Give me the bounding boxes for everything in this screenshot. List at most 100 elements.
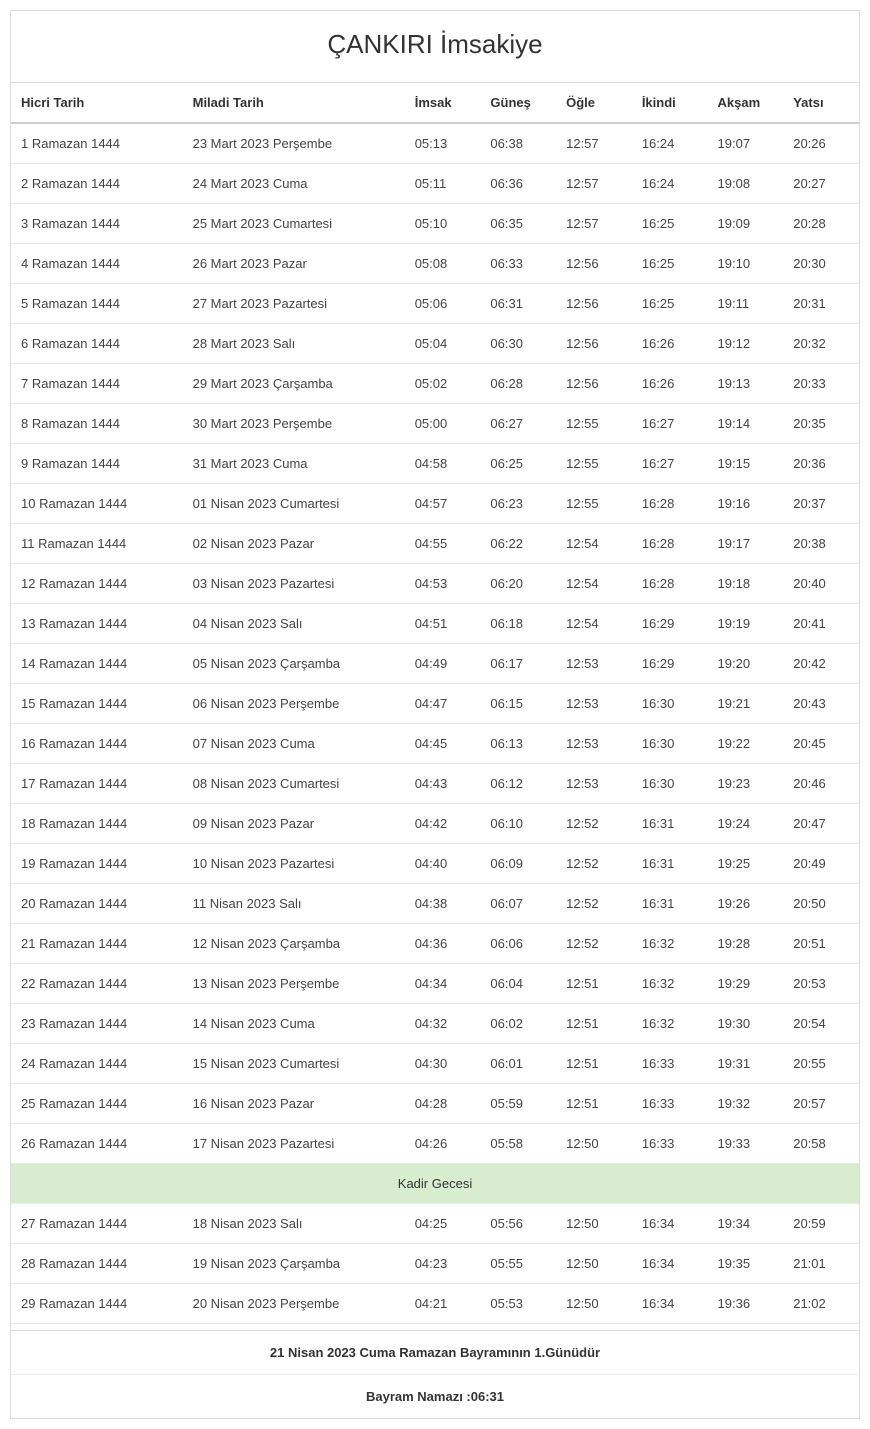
cell-ikindi: 16:27 <box>632 444 708 484</box>
cell-yatsi: 20:28 <box>783 204 859 244</box>
cell-imsak: 04:30 <box>405 1044 481 1084</box>
cell-ogle: 12:57 <box>556 164 632 204</box>
cell-ogle: 12:51 <box>556 1084 632 1124</box>
cell-imsak: 04:28 <box>405 1084 481 1124</box>
cell-ogle: 12:50 <box>556 1204 632 1244</box>
cell-miladi: 03 Nisan 2023 Pazartesi <box>183 564 405 604</box>
cell-ikindi: 16:24 <box>632 123 708 164</box>
cell-aksam: 19:29 <box>708 964 784 1004</box>
cell-miladi: 02 Nisan 2023 Pazar <box>183 524 405 564</box>
cell-ikindi: 16:34 <box>632 1204 708 1244</box>
cell-imsak: 05:00 <box>405 404 481 444</box>
cell-ogle: 12:56 <box>556 284 632 324</box>
cell-gunes: 06:02 <box>480 1004 556 1044</box>
cell-imsak: 05:10 <box>405 204 481 244</box>
cell-aksam: 19:32 <box>708 1084 784 1124</box>
cell-yatsi: 20:36 <box>783 444 859 484</box>
cell-yatsi: 20:45 <box>783 724 859 764</box>
cell-ikindi: 16:31 <box>632 804 708 844</box>
cell-aksam: 19:08 <box>708 164 784 204</box>
table-row: 15 Ramazan 144406 Nisan 2023 Perşembe04:… <box>11 684 859 724</box>
cell-hicri: 6 Ramazan 1444 <box>11 324 183 364</box>
cell-ogle: 12:55 <box>556 444 632 484</box>
cell-yatsi: 20:26 <box>783 123 859 164</box>
cell-aksam: 19:33 <box>708 1124 784 1164</box>
cell-yatsi: 20:50 <box>783 884 859 924</box>
cell-aksam: 19:19 <box>708 604 784 644</box>
cell-aksam: 19:28 <box>708 924 784 964</box>
cell-gunes: 06:06 <box>480 924 556 964</box>
cell-hicri: 21 Ramazan 1444 <box>11 924 183 964</box>
cell-imsak: 04:42 <box>405 804 481 844</box>
cell-yatsi: 20:43 <box>783 684 859 724</box>
footer-bayram-date: 21 Nisan 2023 Cuma Ramazan Bayramının 1.… <box>11 1331 859 1375</box>
cell-ogle: 12:54 <box>556 564 632 604</box>
cell-hicri: 14 Ramazan 1444 <box>11 644 183 684</box>
table-row: 14 Ramazan 144405 Nisan 2023 Çarşamba04:… <box>11 644 859 684</box>
cell-gunes: 06:30 <box>480 324 556 364</box>
cell-yatsi: 20:38 <box>783 524 859 564</box>
cell-gunes: 06:27 <box>480 404 556 444</box>
cell-hicri: 17 Ramazan 1444 <box>11 764 183 804</box>
cell-ikindi: 16:32 <box>632 964 708 1004</box>
cell-ogle: 12:52 <box>556 884 632 924</box>
cell-yatsi: 20:51 <box>783 924 859 964</box>
cell-hicri: 11 Ramazan 1444 <box>11 524 183 564</box>
cell-ogle: 12:57 <box>556 204 632 244</box>
cell-imsak: 04:43 <box>405 764 481 804</box>
cell-ikindi: 16:30 <box>632 724 708 764</box>
cell-gunes: 05:56 <box>480 1204 556 1244</box>
cell-gunes: 06:28 <box>480 364 556 404</box>
cell-hicri: 7 Ramazan 1444 <box>11 364 183 404</box>
cell-imsak: 04:55 <box>405 524 481 564</box>
cell-ikindi: 16:33 <box>632 1124 708 1164</box>
cell-imsak: 04:21 <box>405 1284 481 1324</box>
cell-yatsi: 20:41 <box>783 604 859 644</box>
cell-yatsi: 20:27 <box>783 164 859 204</box>
cell-aksam: 19:11 <box>708 284 784 324</box>
table-row: 5 Ramazan 144427 Mart 2023 Pazartesi05:0… <box>11 284 859 324</box>
cell-ikindi: 16:32 <box>632 924 708 964</box>
cell-miladi: 16 Nisan 2023 Pazar <box>183 1084 405 1124</box>
cell-ikindi: 16:29 <box>632 604 708 644</box>
cell-aksam: 19:25 <box>708 844 784 884</box>
cell-yatsi: 20:49 <box>783 844 859 884</box>
cell-imsak: 04:51 <box>405 604 481 644</box>
cell-ikindi: 16:25 <box>632 284 708 324</box>
col-header-imsak: İmsak <box>405 83 481 124</box>
cell-aksam: 19:17 <box>708 524 784 564</box>
cell-miladi: 05 Nisan 2023 Çarşamba <box>183 644 405 684</box>
cell-hicri: 15 Ramazan 1444 <box>11 684 183 724</box>
cell-miladi: 28 Mart 2023 Salı <box>183 324 405 364</box>
cell-hicri: 26 Ramazan 1444 <box>11 1124 183 1164</box>
cell-gunes: 06:18 <box>480 604 556 644</box>
cell-yatsi: 20:54 <box>783 1004 859 1044</box>
cell-miladi: 12 Nisan 2023 Çarşamba <box>183 924 405 964</box>
cell-gunes: 06:07 <box>480 884 556 924</box>
cell-yatsi: 20:32 <box>783 324 859 364</box>
table-row: 10 Ramazan 144401 Nisan 2023 Cumartesi04… <box>11 484 859 524</box>
cell-ikindi: 16:25 <box>632 204 708 244</box>
cell-imsak: 05:06 <box>405 284 481 324</box>
cell-ikindi: 16:34 <box>632 1244 708 1284</box>
col-header-hicri: Hicri Tarih <box>11 83 183 124</box>
cell-aksam: 19:23 <box>708 764 784 804</box>
cell-ikindi: 16:26 <box>632 364 708 404</box>
cell-aksam: 19:07 <box>708 123 784 164</box>
table-row: 18 Ramazan 144409 Nisan 2023 Pazar04:420… <box>11 804 859 844</box>
table-row: 2 Ramazan 144424 Mart 2023 Cuma05:1106:3… <box>11 164 859 204</box>
cell-yatsi: 20:46 <box>783 764 859 804</box>
cell-miladi: 11 Nisan 2023 Salı <box>183 884 405 924</box>
cell-gunes: 06:31 <box>480 284 556 324</box>
table-row: 13 Ramazan 144404 Nisan 2023 Salı04:5106… <box>11 604 859 644</box>
cell-hicri: 18 Ramazan 1444 <box>11 804 183 844</box>
table-row: 8 Ramazan 144430 Mart 2023 Perşembe05:00… <box>11 404 859 444</box>
cell-ikindi: 16:30 <box>632 684 708 724</box>
cell-miladi: 30 Mart 2023 Perşembe <box>183 404 405 444</box>
cell-ogle: 12:53 <box>556 764 632 804</box>
cell-miladi: 06 Nisan 2023 Perşembe <box>183 684 405 724</box>
cell-imsak: 05:08 <box>405 244 481 284</box>
cell-ogle: 12:56 <box>556 364 632 404</box>
table-row: 12 Ramazan 144403 Nisan 2023 Pazartesi04… <box>11 564 859 604</box>
table-row: 1 Ramazan 144423 Mart 2023 Perşembe05:13… <box>11 123 859 164</box>
